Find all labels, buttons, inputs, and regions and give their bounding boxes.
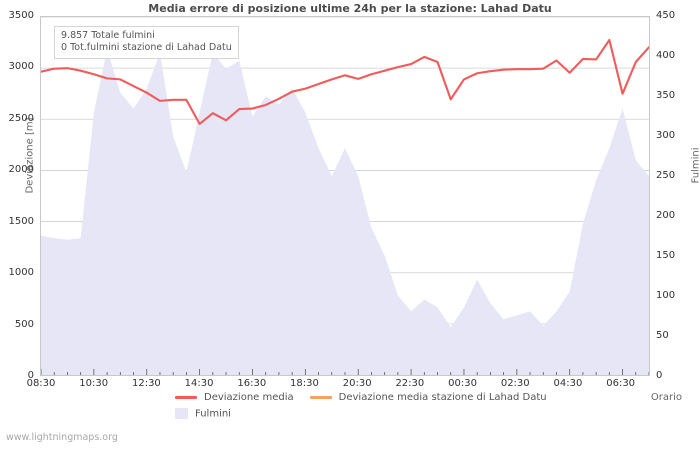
y-axis-right-tick-label: 350 [656,90,676,101]
lightning-area [41,48,649,375]
x-axis-tick-label: 22:30 [395,378,425,389]
y-axis-left-tick-label: 0 [27,370,34,381]
legend-label: Deviazione media stazione di Lahad Datu [338,392,547,403]
plot-area [40,16,650,376]
legend-item[interactable]: Fulmini [175,408,231,420]
y-axis-right-tick-label: 50 [656,330,669,341]
y-axis-left-tick-label: 3500 [8,10,34,21]
x-axis-tick-label: 12:30 [131,378,161,389]
y-axis-right-tick-label: 300 [656,130,676,141]
annotation-station-lightning: 0 Tot.fulmini stazione di Lahad Datu [61,42,232,53]
page-title: Media errore di posizione ultime 24h per… [148,2,552,15]
footer-url: www.lightningmaps.org [6,432,118,443]
x-axis-tick-label: 20:30 [342,378,372,389]
legend-line-swatch [309,395,332,399]
x-axis-tick-label: 18:30 [290,378,319,389]
y-axis-left-tick-label: 1500 [8,215,34,227]
legend-label: Fulmini [195,408,231,420]
y-axis-right-tick-label: 200 [656,210,676,221]
legend-row-primary: Deviazione media Deviazione media stazion… [175,392,563,403]
legend-line-swatch [175,395,197,399]
annotation-box: 9.857 Totale fulmini 0 Tot.fulmini stazi… [54,26,239,59]
y-axis-left-tick-label: 1000 [8,267,34,279]
y-axis-right-tick-label: 100 [656,290,676,301]
y-axis-left-tick-label: 500 [14,318,34,330]
y-axis-right-tick-label: 0 [656,370,663,381]
y-axis-right-tick-label: 150 [656,250,676,261]
x-axis-title: Orario [650,392,682,403]
y-axis-left-tick-label: 2500 [8,112,34,124]
y-axis-left-tick-label: 2000 [8,164,34,176]
x-axis-tick-label: 06:30 [606,378,636,389]
y-axis-right-tick-label: 250 [656,170,676,181]
x-axis-tick-label: 14:30 [184,378,214,389]
legend-item[interactable]: Deviazione media [175,392,294,403]
legend-area-swatch [175,408,188,419]
x-axis-tick-label: 10:30 [79,378,109,389]
y-axis-right-tick-label: 450 [656,10,676,21]
y-axis-left-tick-label: 3000 [8,61,34,73]
legend-label: Deviazione media [204,392,294,403]
legend-row-secondary: Fulmini [175,408,247,420]
x-axis-tick-label: 16:30 [237,378,267,389]
y-axis-right-title: Fulmini [690,147,700,184]
chart-canvas [41,17,649,375]
legend-item[interactable]: Deviazione media stazione di Lahad Datu [309,392,547,403]
annotation-total-lightning: 9.857 Totale fulmini [61,30,155,41]
x-axis-tick-label: 00:30 [448,378,477,389]
x-axis-tick-label: 08:30 [26,378,56,389]
deviation-mean-line [41,38,649,125]
x-axis-tick-label: 04:30 [553,378,583,389]
x-axis-tick-label: 02:30 [500,378,530,389]
y-axis-right-tick-label: 400 [656,50,676,61]
